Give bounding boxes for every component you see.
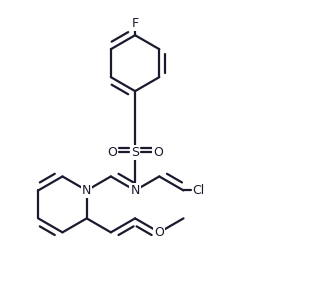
- Text: N: N: [82, 184, 91, 197]
- Text: O: O: [107, 146, 117, 159]
- Text: F: F: [132, 17, 139, 30]
- Text: S: S: [131, 146, 139, 159]
- Text: O: O: [153, 146, 163, 159]
- Text: N: N: [130, 184, 140, 197]
- Text: Cl: Cl: [193, 184, 205, 197]
- Text: O: O: [154, 226, 164, 239]
